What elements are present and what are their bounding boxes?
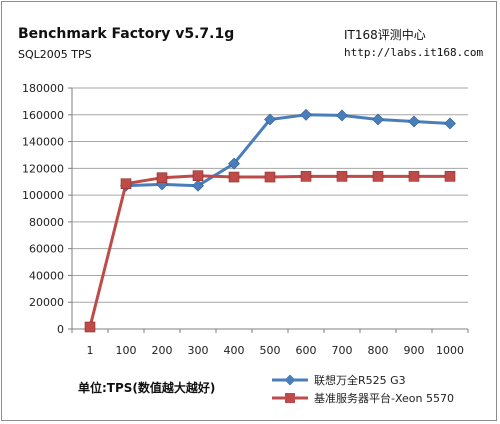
brand-name: IT168评测中心 (344, 28, 426, 42)
y-tick-label: 160000 (22, 109, 64, 122)
data-point-square (300, 171, 312, 182)
data-point-diamond (336, 109, 348, 122)
x-tick-label: 700 (332, 344, 353, 357)
legend-label: 基准服务器平台-Xeon 5570 (314, 392, 454, 405)
x-tick-label: 400 (224, 344, 245, 357)
chart-title: Benchmark Factory v5.7.1g (18, 26, 235, 42)
data-point-square (156, 172, 168, 184)
y-tick-label: 180000 (22, 82, 64, 95)
y-tick-label: 20000 (29, 296, 64, 309)
legend-label: 联想万全R525 G3 (314, 374, 406, 387)
data-point-diamond (192, 179, 204, 192)
x-tick-label: 500 (260, 344, 281, 357)
series-line-1 (125, 113, 451, 188)
data-point-diamond (372, 113, 384, 126)
data-point-diamond (228, 157, 240, 170)
data-point-square (228, 171, 240, 183)
data-point-square (444, 171, 456, 182)
data-point-square (120, 178, 132, 190)
data-point-square (372, 171, 384, 182)
data-point-square (264, 171, 276, 183)
x-tick-label: 300 (188, 344, 209, 357)
x-tick-label: 100 (116, 344, 137, 357)
x-tick-label: 900 (404, 344, 425, 357)
data-point-square (84, 321, 96, 333)
y-tick-label: 140000 (22, 136, 64, 149)
legend-swatch (272, 374, 308, 386)
x-tick-label: 200 (152, 344, 173, 357)
data-point-diamond (300, 108, 312, 121)
y-tick-label: 120000 (22, 162, 64, 175)
data-point-square (408, 171, 420, 182)
series-line-2 (88, 174, 450, 328)
y-tick-label: 0 (57, 323, 64, 336)
y-tick-label: 80000 (29, 216, 64, 229)
legend-swatch (272, 393, 308, 403)
data-point-square (336, 171, 348, 182)
chart-subtitle: SQL2005 TPS (18, 48, 92, 61)
y-tick-label: 60000 (29, 243, 64, 256)
data-point-diamond (444, 117, 456, 130)
data-point-diamond (264, 113, 276, 126)
data-point-square (192, 170, 204, 181)
x-tick-label: 1000 (436, 344, 464, 357)
data-point-diamond (408, 115, 420, 128)
y-tick-label: 100000 (22, 189, 64, 202)
brand-url: http://labs.it168.com (344, 46, 484, 59)
x-tick-label: 600 (296, 344, 317, 357)
x-tick-label: 1 (87, 344, 94, 357)
x-tick-label: 800 (368, 344, 389, 357)
unit-label: 单位:TPS(数值越大越好) (78, 381, 216, 395)
y-tick-label: 40000 (29, 269, 64, 282)
